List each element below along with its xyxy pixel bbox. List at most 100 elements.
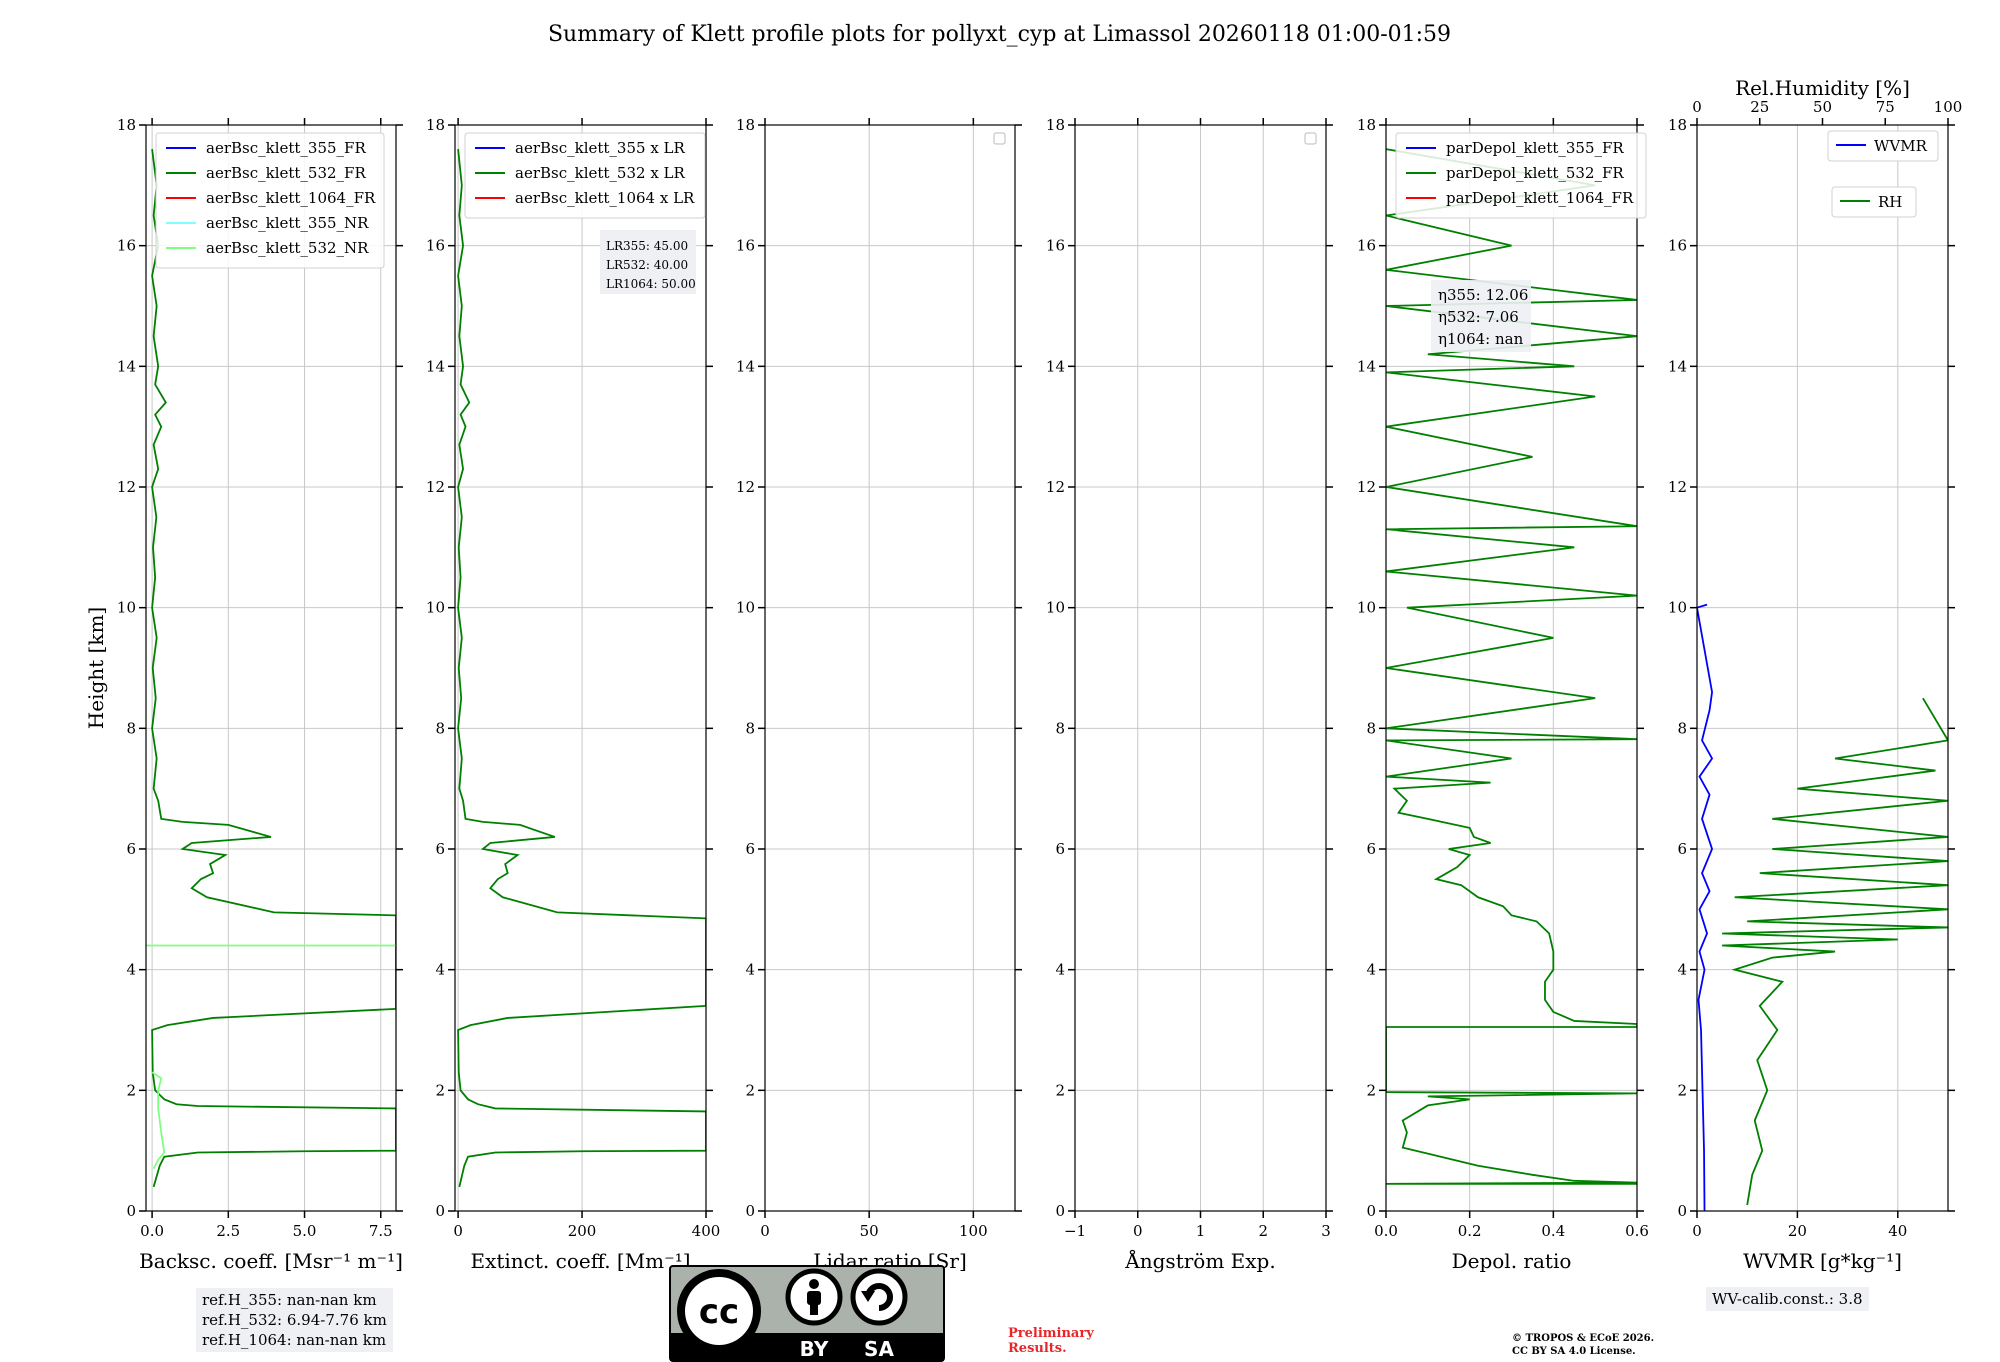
top-x-axis-label: Rel.Humidity [%] bbox=[1735, 76, 1910, 100]
y-tick-label: 4 bbox=[745, 961, 755, 979]
x-tick-label: 2 bbox=[1258, 1222, 1268, 1240]
y-tick-label: 0 bbox=[1366, 1202, 1376, 1220]
preliminary-results-note: Preliminary Results. bbox=[1008, 1326, 1094, 1356]
legend-label: aerBsc_klett_355 x LR bbox=[515, 139, 686, 157]
y-tick-label: 16 bbox=[426, 237, 445, 255]
y-tick-label: 0 bbox=[126, 1202, 136, 1220]
y-tick-label: 6 bbox=[435, 840, 445, 858]
axes-frame bbox=[145, 124, 397, 1212]
x-tick-label: 50 bbox=[860, 1222, 879, 1240]
top-x-tick-label: 100 bbox=[1934, 98, 1963, 116]
panel-water_vapor: 0 2 4 6 8 10 12 14 16 18 0 20 40 WVMR [g*kg⁻¹] 0 25 50 75… bbox=[1668, 76, 1962, 1273]
y-tick-label: 6 bbox=[126, 840, 136, 858]
top-x-tick-label: 0 bbox=[1692, 98, 1702, 116]
x-tick-label: 0.4 bbox=[1541, 1222, 1565, 1240]
y-tick-label: 4 bbox=[126, 961, 136, 979]
copyright-note: © TROPOS & ECoE 2026. CC BY SA 4.0 Licen… bbox=[1512, 1332, 1654, 1358]
y-tick-label: 14 bbox=[1046, 357, 1065, 375]
x-tick-label: 0.0 bbox=[1374, 1222, 1398, 1240]
series-aerBsc_klett_532_FR bbox=[151, 149, 396, 1188]
x-tick-label: 40 bbox=[1888, 1222, 1907, 1240]
y-tick-label: 16 bbox=[736, 237, 755, 255]
ref-height-355: ref.H_355: nan-nan km bbox=[202, 1291, 377, 1309]
legend-label: aerBsc_klett_532 x LR bbox=[515, 164, 686, 182]
wv-calib-box: WV-calib.const.: 3.8 bbox=[1706, 1287, 1869, 1311]
legend-label: RH bbox=[1878, 193, 1902, 211]
lr-label: LR355: 45.00 bbox=[606, 239, 688, 253]
cc-logo-text: cc bbox=[699, 1292, 739, 1332]
legend-box bbox=[155, 132, 385, 269]
figure-title: Summary of Klett profile plots for polly… bbox=[547, 22, 1452, 47]
y-tick-label: 8 bbox=[435, 719, 445, 737]
y-tick-label: 10 bbox=[736, 599, 755, 617]
lr-label: LR532: 40.00 bbox=[606, 258, 688, 272]
wv-calib-text: WV-calib.const.: 3.8 bbox=[1712, 1290, 1863, 1308]
eta-label: η1064: nan bbox=[1438, 330, 1524, 348]
ref-height-532: ref.H_532: 6.94-7.76 km bbox=[202, 1311, 387, 1329]
y-tick-label: 0 bbox=[745, 1202, 755, 1220]
legend-label: parDepol_klett_1064_FR bbox=[1446, 189, 1634, 207]
y-tick-label: 4 bbox=[1677, 961, 1687, 979]
x-tick-label: 20 bbox=[1788, 1222, 1807, 1240]
y-tick-label: 6 bbox=[1677, 840, 1687, 858]
y-tick-label: 14 bbox=[117, 357, 136, 375]
ref-height-1064: ref.H_1064: nan-nan km bbox=[202, 1331, 387, 1349]
x-axis-label: Backsc. coeff. [Msr⁻¹ m⁻¹] bbox=[139, 1249, 403, 1273]
panel-backscatter: 0 2 4 6 8 10 12 14 16 18 0.0 2.5 5.0 7.5 Backsc. coeff… bbox=[117, 116, 403, 1273]
eta-label: η532: 7.06 bbox=[1438, 308, 1519, 326]
y-tick-label: 10 bbox=[117, 599, 136, 617]
series-RH bbox=[1722, 697, 1948, 1206]
by-person-icon bbox=[785, 1268, 843, 1326]
series-aerBsc_klett_532_NR bbox=[151, 1071, 166, 1170]
y-tick-label: 12 bbox=[1357, 478, 1376, 496]
empty-legend-box bbox=[1304, 132, 1317, 145]
y-tick-label: 6 bbox=[1366, 840, 1376, 858]
x-tick-label: 2.5 bbox=[216, 1222, 240, 1240]
legend-label: WVMR bbox=[1874, 137, 1928, 155]
y-tick-label: 8 bbox=[1366, 719, 1376, 737]
y-tick-label: 8 bbox=[745, 719, 755, 737]
y-axis-label: Height [km] bbox=[84, 607, 108, 729]
y-tick-label: 18 bbox=[426, 116, 445, 134]
x-axis-label: Depol. ratio bbox=[1452, 1249, 1572, 1273]
series-WVMR bbox=[1697, 603, 1714, 1211]
y-tick-label: 10 bbox=[426, 599, 445, 617]
preliminary-line-1: Preliminary bbox=[1008, 1326, 1094, 1341]
x-tick-label: 0 bbox=[1133, 1222, 1143, 1240]
y-tick-label: 4 bbox=[1055, 961, 1065, 979]
lr-label: LR1064: 50.00 bbox=[606, 277, 696, 291]
x-tick-label: 0.0 bbox=[140, 1222, 164, 1240]
x-tick-label: 100 bbox=[959, 1222, 988, 1240]
x-tick-label: 0 bbox=[760, 1222, 770, 1240]
axes-frame bbox=[1696, 124, 1949, 1212]
legend-label: aerBsc_klett_1064_FR bbox=[206, 189, 376, 207]
y-tick-label: 6 bbox=[745, 840, 755, 858]
y-tick-label: 2 bbox=[745, 1081, 755, 1099]
x-axis-label: Extinct. coeff. [Mm⁻¹] bbox=[470, 1249, 690, 1273]
y-tick-label: 12 bbox=[117, 478, 136, 496]
y-tick-label: 4 bbox=[1366, 961, 1376, 979]
y-tick-label: 6 bbox=[1055, 840, 1065, 858]
y-tick-label: 16 bbox=[117, 237, 136, 255]
y-tick-label: 12 bbox=[736, 478, 755, 496]
sa-share-icon bbox=[850, 1268, 908, 1326]
y-tick-label: 10 bbox=[1357, 599, 1376, 617]
y-tick-label: 8 bbox=[1055, 719, 1065, 737]
legend-label: aerBsc_klett_532_FR bbox=[206, 164, 366, 182]
legend-label: aerBsc_klett_1064 x LR bbox=[515, 189, 695, 207]
y-tick-label: 10 bbox=[1046, 599, 1065, 617]
legend-box bbox=[1395, 132, 1647, 219]
y-tick-label: 18 bbox=[1357, 116, 1376, 134]
y-tick-label: 14 bbox=[1357, 357, 1376, 375]
lr-info-box bbox=[600, 230, 696, 294]
x-tick-label: 0.6 bbox=[1625, 1222, 1649, 1240]
x-axis-label: WVMR [g*kg⁻¹] bbox=[1743, 1249, 1902, 1273]
y-tick-label: 8 bbox=[1677, 719, 1687, 737]
y-tick-label: 16 bbox=[1046, 237, 1065, 255]
legend-box bbox=[1831, 186, 1917, 218]
eta-label: η355: 12.06 bbox=[1438, 286, 1528, 304]
